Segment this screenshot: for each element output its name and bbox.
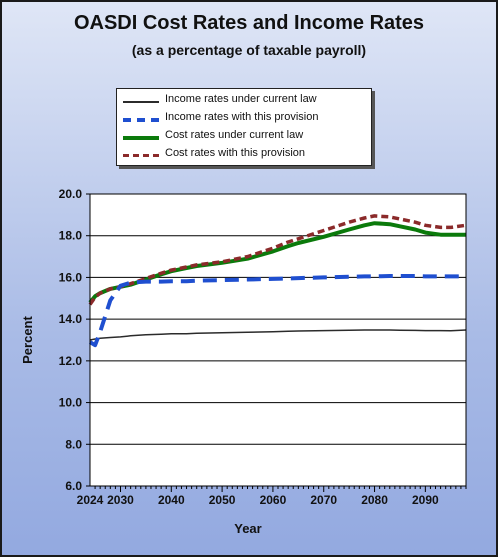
x-tick-label: 2090 xyxy=(412,493,439,507)
x-tick-label: 2030 xyxy=(107,493,134,507)
y-tick-label: 18.0 xyxy=(59,229,83,243)
y-tick-label: 16.0 xyxy=(59,270,83,284)
y-tick-label: 12.0 xyxy=(59,354,83,368)
plot-border xyxy=(89,193,467,487)
x-tick-label: 2050 xyxy=(209,493,236,507)
plot-area xyxy=(89,193,467,487)
legend-item-cost-provision: Cost rates with this provision xyxy=(117,146,371,164)
y-tick-label: 10.0 xyxy=(59,396,83,410)
legend-swatch-income-current xyxy=(123,101,159,103)
chart-title: OASDI Cost Rates and Income Rates xyxy=(73,12,425,34)
x-axis-label: Year xyxy=(234,521,261,536)
x-tick-label: 2024 xyxy=(77,493,104,507)
legend-swatch-cost-current xyxy=(123,136,159,140)
legend-label-income-provision: Income rates with this provision xyxy=(165,111,319,123)
series-line-0 xyxy=(89,329,467,341)
legend-swatch-income-provision xyxy=(123,118,159,122)
legend-item-cost-current: Cost rates under current law xyxy=(117,128,371,146)
x-tick-label: 2040 xyxy=(158,493,185,507)
legend-label-income-current: Income rates under current law xyxy=(165,93,317,105)
y-tick-label: 20.0 xyxy=(59,187,83,201)
series-line-1 xyxy=(88,274,466,348)
y-tick-label: 6.0 xyxy=(65,479,82,493)
legend-item-income-provision: Income rates with this provision xyxy=(117,110,371,128)
x-tick-label: 2070 xyxy=(310,493,337,507)
y-tick-label: 14.0 xyxy=(59,312,83,326)
x-tick-label: 2080 xyxy=(361,493,388,507)
x-tick-label: 2060 xyxy=(260,493,287,507)
legend-label-cost-current: Cost rates under current law xyxy=(165,129,304,141)
chart-legend: Income rates under current law Income ra… xyxy=(116,88,372,166)
legend-item-income-current: Income rates under current law xyxy=(117,92,371,110)
legend-label-cost-provision: Cost rates with this provision xyxy=(165,147,305,159)
legend-swatch-cost-provision xyxy=(123,154,159,157)
chart-subtitle: (as a percentage of taxable payroll) xyxy=(131,42,367,58)
y-axis-label: Percent xyxy=(20,315,35,363)
y-tick-label: 8.0 xyxy=(65,437,82,451)
